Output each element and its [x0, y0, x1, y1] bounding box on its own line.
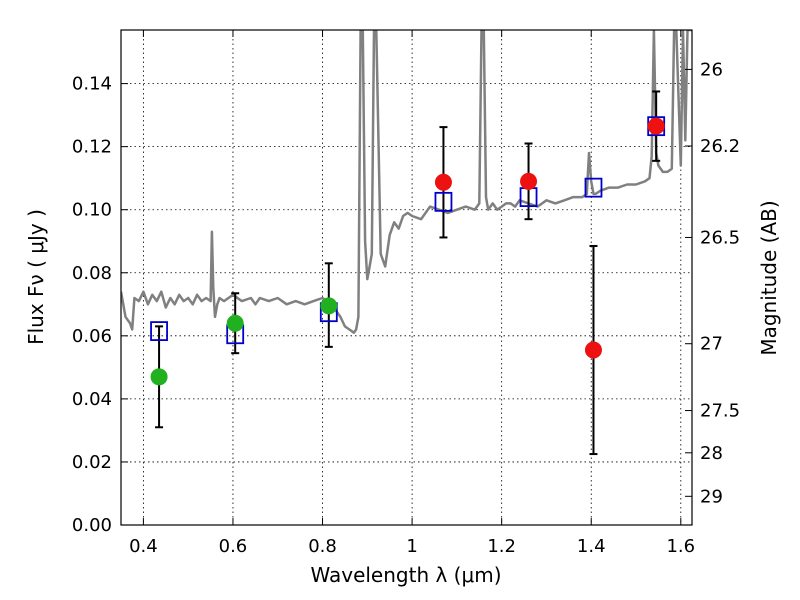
y2-tick-label: 26.5	[700, 227, 740, 248]
y2-tick-label: 27.5	[700, 401, 740, 422]
observed-infrared-point	[584, 341, 602, 359]
observed-infrared-point	[434, 173, 452, 191]
y-tick-label: 0.04	[72, 389, 112, 410]
x-tick-label: 0.4	[129, 536, 158, 557]
x-tick-label: 1	[406, 536, 417, 557]
y-tick-label: 0.08	[72, 263, 112, 284]
observed-optical-point	[150, 368, 168, 386]
observed-infrared-point	[647, 117, 665, 135]
y2-tick-label: 26.2	[700, 136, 740, 157]
x-tick-label: 1.4	[577, 536, 606, 557]
x-tick-labels: 0.4 0.6 0.8 1 1.2 1.4 1.6	[129, 536, 695, 557]
y-tick-label: 0.14	[72, 74, 112, 95]
y-tick-label: 0.02	[72, 452, 112, 473]
y2-tick-labels: 26 26.2 26.5 27 27.5 28 29	[700, 59, 740, 507]
axis-ticks	[121, 30, 692, 526]
model-photometry-square	[434, 191, 453, 212]
model-spectrum-line	[121, 30, 692, 334]
y2-tick-label: 27	[700, 334, 723, 355]
y-tick-label: 0.00	[72, 515, 112, 536]
plot-area	[121, 30, 692, 456]
y2-tick-label: 28	[700, 443, 723, 464]
x-tick-label: 1.6	[666, 536, 695, 557]
y-axis-label: Flux Fν ( μJy )	[24, 209, 48, 345]
observed-optical-point	[320, 297, 338, 315]
y2-tick-label: 29	[700, 486, 723, 507]
grid-lines	[121, 30, 692, 526]
y-tick-label: 0.06	[72, 326, 112, 347]
observed-optical-point	[226, 314, 244, 332]
x-tick-label: 1.2	[487, 536, 516, 557]
y-tick-label: 0.12	[72, 137, 112, 158]
y2-tick-label: 26	[700, 59, 723, 80]
observed-infrared-point	[520, 172, 538, 190]
model-photometry-square	[150, 321, 168, 341]
x-axis-label: Wavelength λ (μm)	[310, 563, 501, 587]
model-photometry-square	[584, 177, 603, 198]
y-tick-labels: 0.00 0.02 0.04 0.06 0.08 0.10 0.12 0.14	[72, 74, 112, 536]
y2-axis-label: Magnitude (AB)	[757, 200, 781, 355]
plot-frame	[120, 29, 693, 526]
y-tick-label: 0.10	[72, 200, 112, 221]
x-tick-label: 0.6	[219, 536, 248, 557]
x-tick-label: 0.8	[308, 536, 337, 557]
